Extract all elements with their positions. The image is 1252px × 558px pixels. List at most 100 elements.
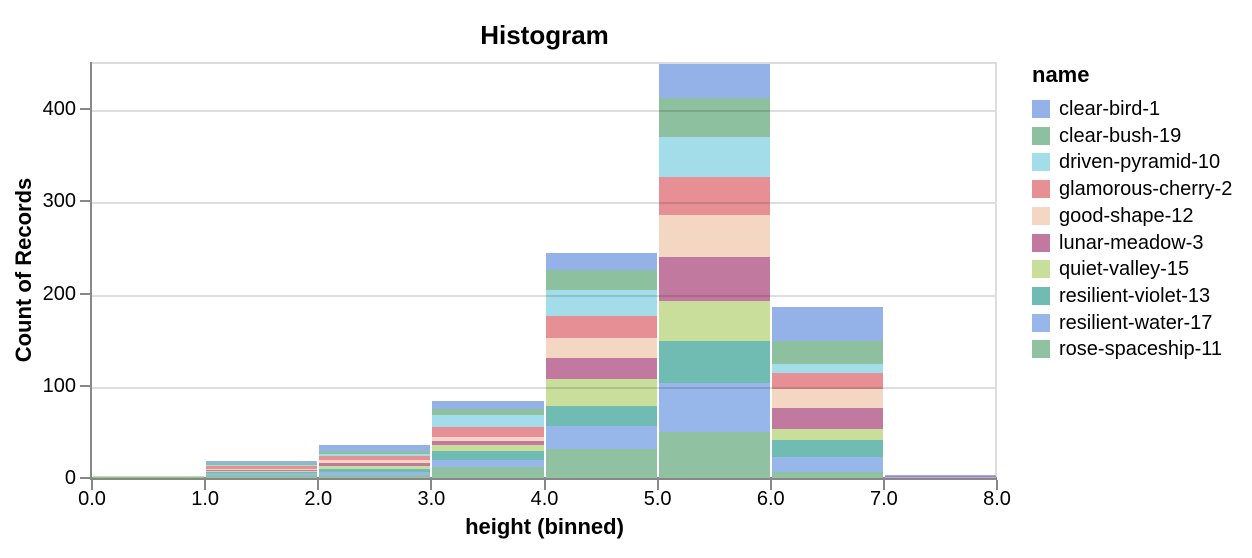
legend-swatch-rose-spaceship-11	[1032, 340, 1050, 359]
bar-segment-glamorous-cherry-2	[658, 177, 770, 216]
bar-segment-good-shape-12	[658, 215, 770, 257]
bar-segment-good-shape-12	[545, 337, 657, 359]
bar-segment-lunar-meadow-3	[658, 256, 770, 301]
bar-segment-quiet-valley-15	[658, 300, 770, 341]
bar-segment-rose-spaceship-11	[545, 449, 657, 478]
bar-segment-lunar-meadow-3	[884, 476, 996, 478]
plot-area	[92, 62, 997, 478]
bar-segment-driven-pyramid-10	[319, 454, 431, 456]
bar-segment-lunar-meadow-3	[771, 407, 883, 430]
legend-swatch-driven-pyramid-10	[1032, 153, 1050, 172]
bar-segment-resilient-water-17	[658, 383, 770, 432]
x-axis-tick	[769, 480, 772, 490]
bar-segment-rose-spaceship-11	[432, 466, 544, 478]
legend-item-resilient-water-17: resilient-water-17	[1032, 311, 1252, 334]
legend-item-good-shape-12: good-shape-12	[1032, 205, 1252, 227]
y-tick-label: 400	[42, 98, 76, 121]
bar-segment-clear-bird-1	[206, 461, 318, 464]
bar-segment-driven-pyramid-10	[771, 363, 883, 373]
bar-segment-resilient-water-17	[884, 477, 996, 478]
legend-label: resilient-water-17	[1059, 311, 1213, 334]
chart-title: Histogram	[480, 20, 609, 50]
x-tick-label: 8.0	[983, 488, 1011, 510]
x-tick-label: 2.0	[304, 488, 333, 510]
legend-swatch-good-shape-12	[1032, 206, 1050, 225]
x-axis-tick	[656, 480, 659, 490]
bar-segment-clear-bush-19	[771, 340, 883, 364]
legend-label: driven-pyramid-10	[1059, 151, 1221, 174]
bar-segment-quiet-valley-15	[319, 466, 431, 469]
x-axis-tick	[317, 480, 320, 490]
bar-segment-resilient-water-17	[206, 473, 318, 476]
y-axis-tick	[80, 384, 90, 387]
bar-segment-resilient-violet-13	[545, 406, 657, 427]
x-tick-label: 7.0	[869, 488, 898, 510]
bar-segment-quiet-valley-15	[93, 476, 205, 478]
y-tick-label: 0	[64, 467, 76, 489]
x-axis-title: height (binned)	[465, 514, 624, 539]
x-tick-label: 1.0	[191, 488, 220, 510]
x-axis-line	[90, 477, 997, 480]
bar-segment-rose-spaceship-11	[771, 471, 883, 478]
gridline-y-200	[92, 294, 995, 297]
bar-segment-clear-bird-1	[319, 444, 431, 452]
bar-segment-quiet-valley-15	[545, 379, 657, 407]
bar-segment-resilient-water-17	[432, 460, 544, 467]
bar-segment-clear-bush-19	[545, 269, 657, 290]
legend-label: resilient-violet-13	[1059, 284, 1211, 307]
bar-segment-clear-bush-19	[658, 97, 770, 137]
bar-segment-resilient-violet-13	[771, 440, 883, 457]
y-axis-tick	[80, 200, 90, 203]
bar-segment-quiet-valley-15	[206, 470, 318, 472]
gridline-y-400	[92, 110, 995, 113]
bar-segment-good-shape-12	[206, 468, 318, 470]
legend-swatch-glamorous-cherry-2	[1032, 180, 1050, 199]
legend-label: rose-spaceship-11	[1059, 338, 1223, 361]
legend-item-resilient-violet-13: resilient-violet-13	[1032, 284, 1252, 307]
bar-segment-glamorous-cherry-2	[545, 315, 657, 338]
legend-item-clear-bird-1: clear-bird-1	[1032, 98, 1252, 120]
bar-segment-glamorous-cherry-2	[771, 372, 883, 389]
y-tick-label: 200	[42, 282, 76, 305]
legend-title: name	[1032, 62, 1090, 87]
bar-segment-resilient-violet-13	[658, 340, 770, 383]
x-tick-label: 0.0	[78, 488, 106, 510]
bar-segment-clear-bush-19	[432, 408, 544, 416]
y-axis-line	[90, 62, 92, 478]
bar-segment-quiet-valley-15	[771, 429, 883, 441]
y-axis-tick	[80, 477, 90, 479]
legend-item-glamorous-cherry-2: glamorous-cherry-2	[1032, 178, 1252, 200]
legend-item-clear-bush-19: clear-bush-19	[1032, 125, 1252, 147]
legend: name clear-bird-1 clear-bush-19 driven-pyr…	[1032, 62, 1252, 360]
bar-segment-resilient-violet-13	[206, 471, 318, 474]
bar-segment-good-shape-12	[432, 436, 544, 442]
x-axis-tick	[204, 480, 207, 490]
bar-segment-clear-bird-1	[545, 252, 657, 270]
bar-segment-clear-bird-1	[658, 63, 770, 98]
bar-segment-resilient-violet-13	[319, 468, 431, 473]
bar-segment-lunar-meadow-3	[432, 441, 544, 445]
bar-segment-lunar-meadow-3	[545, 358, 657, 380]
bar-segment-driven-pyramid-10	[206, 465, 318, 467]
bar-segment-rose-spaceship-11	[658, 431, 770, 478]
bar-segment-lunar-meadow-3	[206, 469, 318, 471]
bar-segment-rose-spaceship-11	[206, 475, 318, 478]
y-tick-label: 300	[42, 190, 76, 213]
y-axis-tick	[80, 108, 90, 111]
bar-segment-rose-spaceship-11	[319, 475, 431, 478]
bar-segment-resilient-violet-13	[432, 451, 544, 461]
legend-label: clear-bird-1	[1059, 98, 1161, 120]
bar-segment-clear-bird-1	[432, 400, 544, 409]
x-axis-tick	[996, 480, 998, 490]
bar-segment-driven-pyramid-10	[658, 136, 770, 178]
bar-segment-clear-bird-1	[771, 307, 883, 341]
bar-segment-quiet-valley-15	[432, 444, 544, 452]
x-tick-label: 3.0	[417, 488, 446, 510]
bar-segment-clear-bird-1	[884, 475, 996, 477]
legend-label: quiet-valley-15	[1059, 258, 1190, 281]
x-tick-label: 4.0	[530, 488, 559, 510]
gridline-y-100	[92, 386, 995, 389]
y-axis-tick	[80, 292, 90, 295]
legend-swatch-clear-bush-19	[1032, 126, 1050, 145]
x-axis-tick	[882, 480, 885, 490]
